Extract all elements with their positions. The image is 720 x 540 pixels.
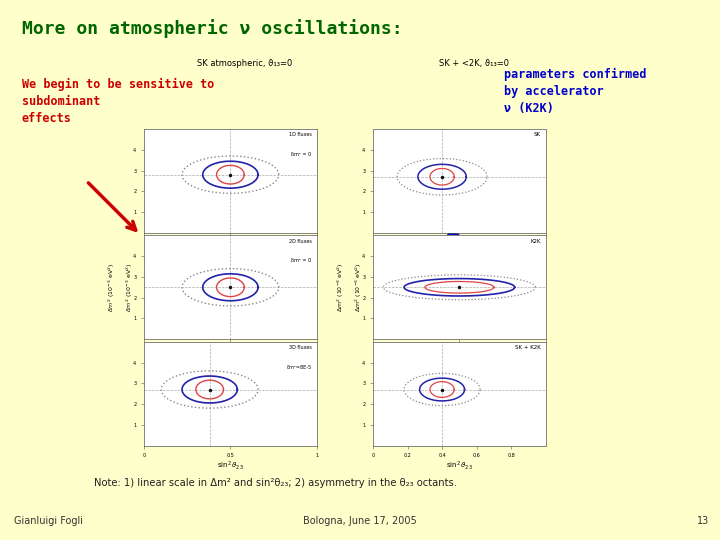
Text: $\Delta m^2\ (10^{-3}\ \mathrm{eV}^2)$: $\Delta m^2\ (10^{-3}\ \mathrm{eV}^2)$	[354, 262, 364, 312]
Text: Gianluigi Fogli: Gianluigi Fogli	[14, 516, 84, 526]
Text: δm² = 0: δm² = 0	[292, 152, 312, 157]
Text: SK + K2K: SK + K2K	[515, 345, 541, 350]
Text: 13: 13	[697, 516, 709, 526]
Text: We begin to be sensitive to
subdominant
effects: We begin to be sensitive to subdominant …	[22, 78, 214, 125]
Text: parameters confirmed
by accelerator
ν (K2K): parameters confirmed by accelerator ν (K…	[504, 68, 647, 114]
Text: δm²=8E-5: δm²=8E-5	[287, 364, 312, 369]
Text: SK: SK	[534, 132, 541, 137]
Text: SK + <2K, ϑ₁₃=0: SK + <2K, ϑ₁₃=0	[438, 59, 509, 68]
Text: $\Delta m^2\ (10^{-3}\ \mathrm{eV}^2)$: $\Delta m^2\ (10^{-3}\ \mathrm{eV}^2)$	[336, 262, 346, 312]
Text: 2D fluxes: 2D fluxes	[289, 239, 312, 244]
Text: SK atmospheric, ϑ₁₃=0: SK atmospheric, ϑ₁₃=0	[197, 59, 292, 68]
Text: $\delta m^2\ (10^{-3}\ \mathrm{eV}^2)$: $\delta m^2\ (10^{-3}\ \mathrm{eV}^2)$	[125, 262, 135, 312]
Text: $\delta m^2\ (10^{-3}\ \mathrm{eV}^2)$: $\delta m^2\ (10^{-3}\ \mathrm{eV}^2)$	[107, 262, 117, 312]
Text: Bologna, June 17, 2005: Bologna, June 17, 2005	[303, 516, 417, 526]
X-axis label: $\sin^2\vartheta_{23}$: $\sin^2\vartheta_{23}$	[217, 460, 244, 472]
Text: 1D fluxes: 1D fluxes	[289, 132, 312, 137]
X-axis label: $\sin^2\vartheta_{23}$: $\sin^2\vartheta_{23}$	[446, 460, 473, 472]
Text: δm² = 0: δm² = 0	[292, 258, 312, 263]
Text: 3D fluxes: 3D fluxes	[289, 345, 312, 350]
Text: K2K: K2K	[530, 239, 541, 244]
Text: More on atmospheric ν oscillations:: More on atmospheric ν oscillations:	[22, 19, 402, 38]
Text: Note: 1) linear scale in Δm² and sin²θ₂₃; 2) asymmetry in the θ₂₃ octants.: Note: 1) linear scale in Δm² and sin²θ₂₃…	[94, 478, 456, 488]
